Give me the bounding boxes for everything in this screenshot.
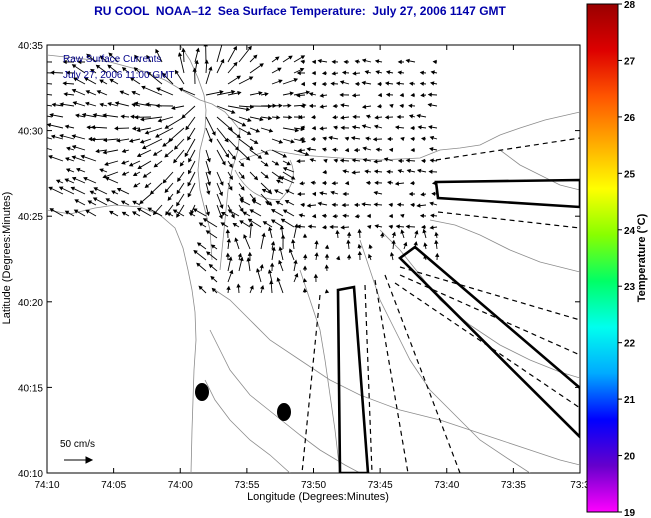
x-tick-label: 73:35: [501, 480, 526, 491]
y-tick-label: 40:30: [18, 127, 43, 138]
x-tick-label: 73:55: [234, 480, 259, 491]
y-tick-label: 40:10: [18, 469, 43, 480]
y-tick-label: 40:35: [18, 41, 43, 52]
colorbar-tick-label: 24: [624, 226, 636, 237]
colorbar-tick-label: 25: [624, 169, 636, 180]
sector-southeast: [398, 245, 580, 439]
x-tick-label: 73:50: [301, 480, 326, 491]
y-axis-ticks: 40:35 40:30 40:25 40:20 40:15 40:10: [18, 41, 580, 480]
station-marker-2: [277, 403, 291, 421]
scale-label: 50 cm/s: [60, 439, 95, 450]
x-tick-label: 74:05: [101, 480, 126, 491]
station-marker-1: [195, 383, 209, 401]
scale-arrow: [64, 456, 94, 464]
colorbar-tick-label: 19: [624, 508, 636, 518]
legend-line-2: July 27, 2006 11:00 GMT: [63, 70, 175, 81]
radar-sector-outlines: [336, 178, 580, 473]
y-axis-label: Latitude (Degrees:Minutes): [1, 192, 13, 325]
colorbar-tick-label: 21: [624, 395, 636, 406]
x-axis-ticks: 74:10 74:05 74:00 73:55 73:50 73:45 73:40 73:35…: [34, 45, 590, 491]
y-tick-label: 40:20: [18, 298, 43, 309]
colorbar-tick-label: 26: [624, 113, 636, 124]
plot-frame: [46, 44, 581, 474]
y-tick-label: 40:15: [18, 383, 43, 394]
coastline: [47, 204, 197, 473]
surface-current-vectors: [47, 45, 440, 294]
colorbar: [586, 3, 619, 513]
x-axis-label: Longitude (Degrees:Minutes): [247, 491, 389, 503]
colorbar-tick-label: 27: [624, 56, 636, 67]
map-title: RU COOL NOAA–12 Sea Surface Temperature:…: [94, 4, 506, 18]
colorbar-tick-label: 23: [624, 282, 636, 293]
colorbar-tick-label: 28: [624, 0, 636, 11]
colorbar-label: Temperature (°C): [636, 213, 648, 302]
colorbar-tick-label: 22: [624, 339, 636, 350]
colorbar-tick-label: 20: [624, 452, 636, 463]
sector-east: [434, 178, 580, 209]
x-tick-label: 73:40: [434, 480, 459, 491]
sector-south: [336, 285, 370, 473]
legend-line-1: Raw Surface Currents: [63, 54, 161, 65]
x-tick-label: 73:3: [570, 480, 590, 491]
x-tick-label: 74:00: [168, 480, 193, 491]
y-tick-label: 40:25: [18, 212, 43, 223]
x-tick-label: 74:10: [34, 480, 59, 491]
colorbar-ticks: 28 27 26 25 24 23 22 21 20 19: [618, 0, 636, 518]
bathymetry-contours: [47, 45, 580, 473]
x-tick-label: 73:45: [368, 480, 393, 491]
